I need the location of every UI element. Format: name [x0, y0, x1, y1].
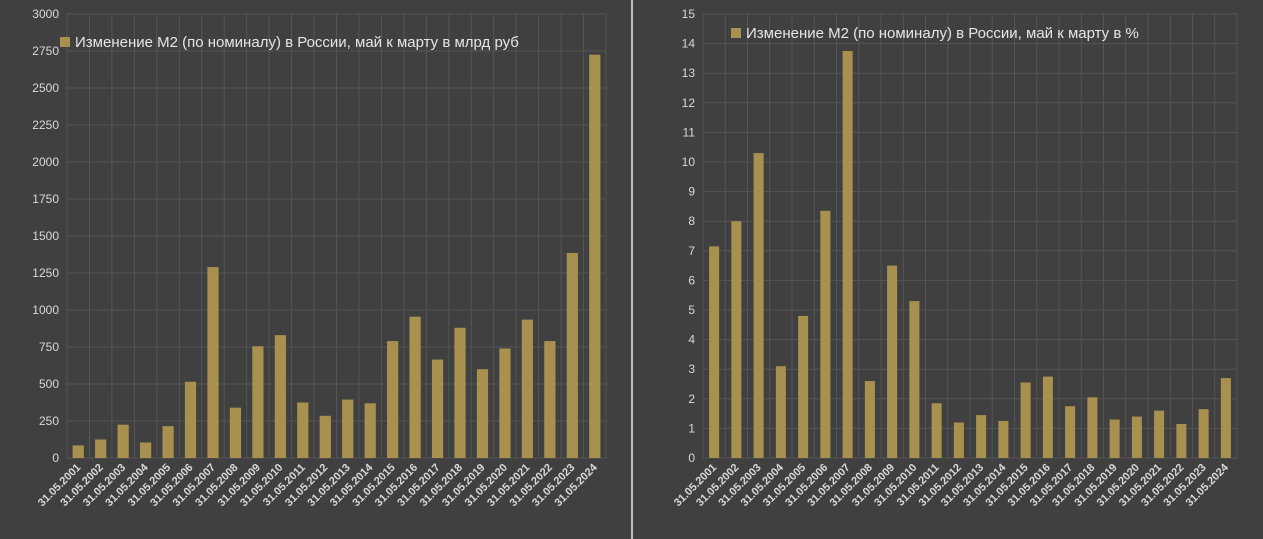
bar — [1176, 423, 1187, 458]
chart-panel-left: 0 250 500 750 1000 1250 1500 1750 2000 2250 2500 27… — [0, 0, 631, 539]
bar — [431, 359, 444, 458]
y-tick-label: 0 — [688, 451, 695, 465]
bar — [775, 366, 786, 458]
bar — [1131, 416, 1142, 458]
y-tick-label: 1750 — [32, 192, 59, 206]
y-tick-label: 1250 — [32, 266, 59, 280]
bar — [566, 253, 578, 458]
y-tick-label: 11 — [683, 125, 696, 139]
y-tick-label: 4 — [688, 333, 695, 347]
y-tick-label: 7 — [688, 244, 695, 258]
y-tick-label: 1 — [688, 421, 695, 435]
y-tick-label: 6 — [688, 273, 695, 287]
y-tick-label: 2 — [688, 392, 695, 406]
bar — [1154, 410, 1165, 458]
bar — [589, 54, 601, 458]
bar — [162, 426, 174, 458]
bar — [409, 316, 421, 458]
bar — [1065, 406, 1076, 458]
bar — [117, 424, 129, 458]
bar — [842, 51, 853, 458]
chart-m2-percent: 012345678910111213141531.05.200131.05.20… — [672, 7, 1238, 509]
bar — [454, 327, 466, 458]
y-tick-label: 3 — [688, 362, 695, 376]
bar — [1042, 376, 1053, 458]
legend-swatch — [60, 37, 70, 47]
bar — [521, 319, 534, 458]
bar — [953, 422, 964, 458]
bar — [753, 153, 764, 458]
bar — [931, 403, 942, 458]
y-tick-label: 9 — [688, 185, 695, 199]
bar — [976, 415, 987, 458]
y-tick-label: 10 — [682, 155, 696, 169]
grid — [66, 13, 607, 459]
bar — [364, 403, 376, 458]
y-tick-label: 250 — [39, 414, 59, 428]
y-tick-label: 1500 — [32, 229, 59, 243]
y-tick-label: 2500 — [32, 81, 59, 95]
bar — [297, 402, 309, 458]
bar — [229, 407, 242, 458]
bar — [864, 381, 875, 458]
bar — [1109, 419, 1120, 458]
bar — [1087, 397, 1098, 458]
bar — [252, 346, 264, 458]
grid — [702, 13, 1238, 459]
bar — [387, 341, 399, 458]
legend-swatch — [731, 28, 741, 38]
y-tick-label: 2000 — [32, 155, 59, 169]
legend-label: Изменение М2 (по номиналу) в России, май… — [746, 25, 1139, 42]
y-tick-label: 14 — [682, 37, 696, 51]
bar — [476, 369, 489, 458]
bar — [274, 335, 286, 458]
bar — [887, 265, 898, 458]
bar — [798, 315, 809, 458]
bar — [909, 301, 920, 458]
bar — [1020, 382, 1031, 458]
y-tick-label: 1000 — [32, 303, 59, 317]
bar — [499, 348, 511, 458]
legend-label: Изменение М2 (по номиналу) в России, май… — [75, 34, 519, 51]
y-tick-label: 500 — [39, 377, 59, 391]
bar — [342, 399, 354, 458]
legend: Изменение М2 (по номиналу) в России, май… — [60, 34, 519, 51]
bar — [319, 415, 331, 458]
panel-divider — [631, 0, 633, 539]
chart-m2-rub: 0 250 500 750 1000 1250 1500 1750 2000 2250 2500 27… — [32, 7, 607, 509]
bar — [820, 210, 831, 458]
y-tick-label: 2250 — [32, 118, 59, 132]
bar — [184, 381, 197, 458]
bar — [544, 341, 556, 458]
bar — [139, 442, 152, 458]
y-tick-label: 3000 — [32, 7, 59, 21]
bar — [95, 439, 107, 458]
bar — [1220, 378, 1231, 458]
bar — [709, 246, 720, 458]
y-tick-label: 8 — [688, 214, 695, 228]
bar — [72, 445, 84, 458]
chart-panel-right: 0 1 2 3 4 5 6 7 8 9 10 11 12 13 14 15 31.05.2001 31.05.20… — [633, 0, 1263, 539]
y-tick-label: 750 — [39, 340, 59, 354]
y-tick-label: 0 — [52, 451, 59, 465]
bar — [207, 267, 219, 458]
bar — [1198, 409, 1209, 458]
y-tick-label: 2750 — [32, 44, 59, 58]
y-tick-label: 15 — [682, 7, 696, 21]
y-tick-label: 12 — [682, 96, 696, 110]
y-tick-label: 5 — [688, 303, 695, 317]
bar — [998, 421, 1009, 458]
legend: Изменение М2 (по номиналу) в России, май… — [731, 25, 1139, 42]
y-tick-label: 13 — [682, 66, 696, 80]
bar — [731, 221, 742, 458]
